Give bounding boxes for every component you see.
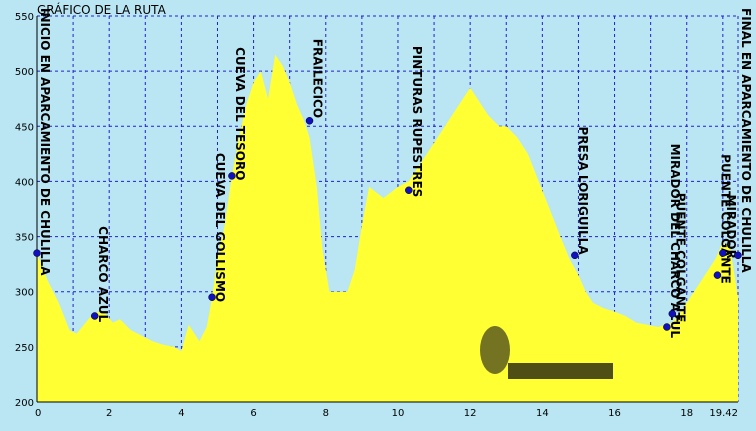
y-tick-label: 350 [15, 233, 34, 244]
waypoint-label: CUEVA DEL TESORO [233, 47, 247, 180]
x-tick-label: 19.42 [709, 408, 738, 419]
elevation-area [36, 16, 738, 403]
waypoints: INICIO EN APARCAMIENTO DE CHULILLA CHARCO… [33, 8, 753, 339]
waypoint-marker [305, 117, 314, 125]
waypoint-marker [208, 293, 216, 301]
y-tick-label: 200 [15, 398, 34, 409]
waypoint-label: PINTURAS RUPESTRES [410, 46, 424, 197]
x-tick-label: 14 [536, 408, 549, 419]
x-tick-label: 16 [608, 408, 621, 419]
asi-aventurilla-logo [480, 326, 613, 379]
waypoint-label: PUENTE COLGANTE [673, 193, 687, 323]
waypoint-label: CHARCO AZUL [96, 226, 110, 322]
waypoint-marker [713, 271, 722, 279]
y-tick-label: 500 [15, 67, 34, 78]
y-tick-label: 400 [15, 177, 34, 188]
tick-labels: 200 250 300 350 400 450 500 550 0 2 4 6 8 10 12 14 16 18 1… [15, 12, 738, 419]
x-tick-label: 18 [680, 408, 693, 419]
waypoint-label: FRAILECICO [311, 39, 325, 118]
x-tick-label: 8 [323, 408, 329, 419]
x-tick-label: 0 [35, 408, 41, 419]
waypoint-label: CUEVA DEL GOLLISMO [213, 153, 227, 302]
logo-hiker-shape [480, 326, 510, 374]
logo-wordmark-band [508, 363, 613, 379]
x-tick-label: 6 [250, 408, 256, 419]
x-tick-label: 4 [178, 408, 184, 419]
elevation-area-path [37, 54, 738, 402]
waypoint-marker [228, 172, 236, 180]
x-tick-label: 12 [464, 408, 477, 419]
x-tick-label: 10 [392, 408, 405, 419]
waypoint-marker [719, 249, 727, 257]
y-tick-label: 450 [15, 122, 34, 133]
y-tick-label: 300 [15, 288, 34, 299]
waypoint-marker [734, 251, 742, 260]
y-tick-label: 550 [15, 12, 34, 23]
waypoint-marker [663, 323, 671, 331]
waypoint-marker [405, 186, 413, 195]
waypoint-label: MIRADOR [724, 195, 738, 259]
waypoint-label: PRESA LORIGUILLA [576, 127, 590, 256]
waypoint-marker [571, 251, 579, 260]
waypoint-marker [668, 310, 677, 318]
waypoint-marker [33, 249, 41, 257]
waypoint-label: MIRADOR DEL CHARCO AZUL [668, 144, 682, 339]
x-tick-label: 2 [106, 408, 112, 419]
waypoint-label: FINAL EN APARCAMIENTO DE CHULILLA [739, 8, 753, 273]
waypoint-marker [91, 312, 99, 320]
chart-title: GRÁFICO DE LA RUTA [37, 2, 167, 17]
waypoint-label: INICIO EN APARCAMIENTO DE CHULILLA [38, 8, 52, 276]
y-tick-label: 250 [15, 343, 34, 354]
